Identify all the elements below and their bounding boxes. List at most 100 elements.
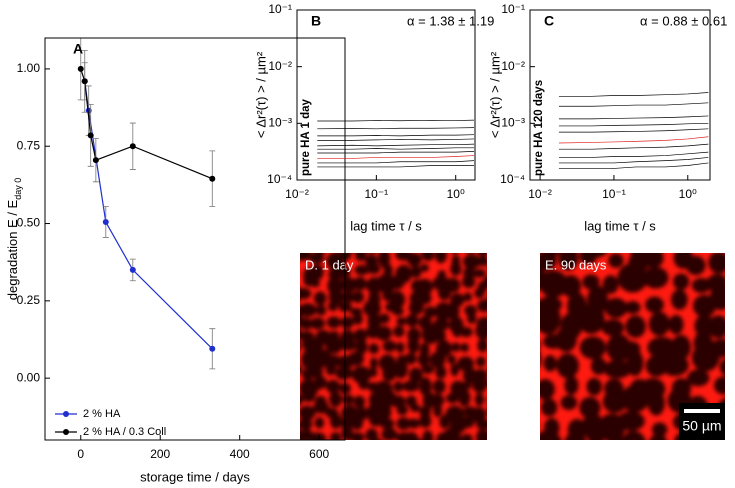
series-line [558, 115, 709, 120]
y-axis-label: < Δr²(τ) > / µm² [487, 51, 502, 138]
cell [355, 339, 368, 355]
cell [408, 367, 423, 384]
cell [590, 357, 607, 376]
cell [477, 299, 487, 313]
cell [446, 302, 460, 320]
cell [476, 442, 487, 453]
cell [353, 395, 366, 408]
series-line [317, 119, 475, 122]
series-line [558, 162, 709, 169]
cell [603, 360, 632, 379]
cell [691, 277, 711, 294]
cell [329, 391, 342, 408]
x-tick-label: 10⁻² [285, 187, 309, 201]
cell [300, 328, 302, 339]
series-line [84, 81, 213, 350]
cell [645, 296, 664, 314]
cell [660, 354, 689, 377]
cell [435, 239, 445, 250]
cell [419, 413, 432, 429]
cell [564, 431, 586, 440]
cell [473, 268, 486, 278]
series-line [317, 155, 475, 159]
cell [405, 238, 421, 248]
cell [540, 343, 541, 347]
cell [300, 342, 301, 350]
cell [396, 316, 407, 326]
cell [577, 303, 605, 335]
cell [492, 252, 504, 265]
cell [579, 253, 597, 265]
cell [308, 432, 327, 440]
cell [728, 436, 735, 462]
x-tick-label: 10⁰ [679, 187, 697, 201]
point [209, 175, 216, 182]
cell [340, 417, 354, 430]
cell [406, 313, 419, 328]
cell [707, 315, 725, 339]
cell [340, 316, 354, 329]
cell [710, 284, 725, 311]
cell [713, 376, 725, 395]
cell [397, 441, 406, 453]
cell [419, 240, 434, 252]
cell [396, 404, 408, 416]
series-line [317, 134, 475, 137]
cell [540, 319, 542, 329]
series-line [317, 138, 475, 141]
cell [302, 389, 316, 403]
series-line [80, 68, 213, 180]
cell [407, 253, 422, 267]
cell [582, 274, 600, 290]
cell [403, 432, 419, 440]
cell [446, 392, 459, 404]
cell [382, 366, 397, 382]
cell [516, 437, 532, 450]
cell [647, 336, 678, 359]
y-tick-label: 10⁻¹ [268, 2, 292, 16]
series-line [317, 151, 475, 154]
cell [521, 376, 539, 397]
cell [310, 317, 326, 330]
cell [490, 344, 503, 357]
cell [464, 304, 477, 316]
cell [432, 441, 444, 455]
cell [393, 381, 404, 393]
cell [325, 379, 341, 394]
cell [353, 441, 363, 455]
cell [727, 371, 735, 399]
plot-frame [529, 9, 711, 181]
cell [728, 246, 735, 267]
series-line [558, 128, 709, 133]
cell [540, 270, 568, 298]
cell [466, 313, 477, 324]
cell [421, 364, 435, 375]
cell [642, 266, 669, 289]
cell [353, 328, 368, 343]
cell [483, 275, 487, 287]
cell [430, 393, 445, 407]
cell [421, 253, 435, 262]
cell [407, 418, 421, 429]
x-tick-label: 10⁻² [528, 187, 552, 201]
cell [412, 438, 422, 440]
x-tick-label: 10⁻¹ [602, 187, 626, 201]
cell [390, 275, 405, 290]
cell [367, 368, 378, 378]
series-line [558, 143, 709, 150]
panel-label: C [544, 13, 554, 29]
cell [301, 349, 316, 370]
cell [392, 306, 404, 316]
cell [447, 354, 456, 365]
legend-marker [63, 429, 69, 435]
cell [418, 291, 432, 305]
cell [643, 253, 664, 268]
cell [691, 343, 720, 372]
point [129, 266, 136, 273]
cell [435, 253, 447, 264]
y-tick-label: 10⁻⁴ [267, 172, 292, 186]
cell [672, 273, 690, 290]
y-tick-label: 10⁻⁴ [500, 172, 525, 186]
cell [540, 301, 541, 311]
